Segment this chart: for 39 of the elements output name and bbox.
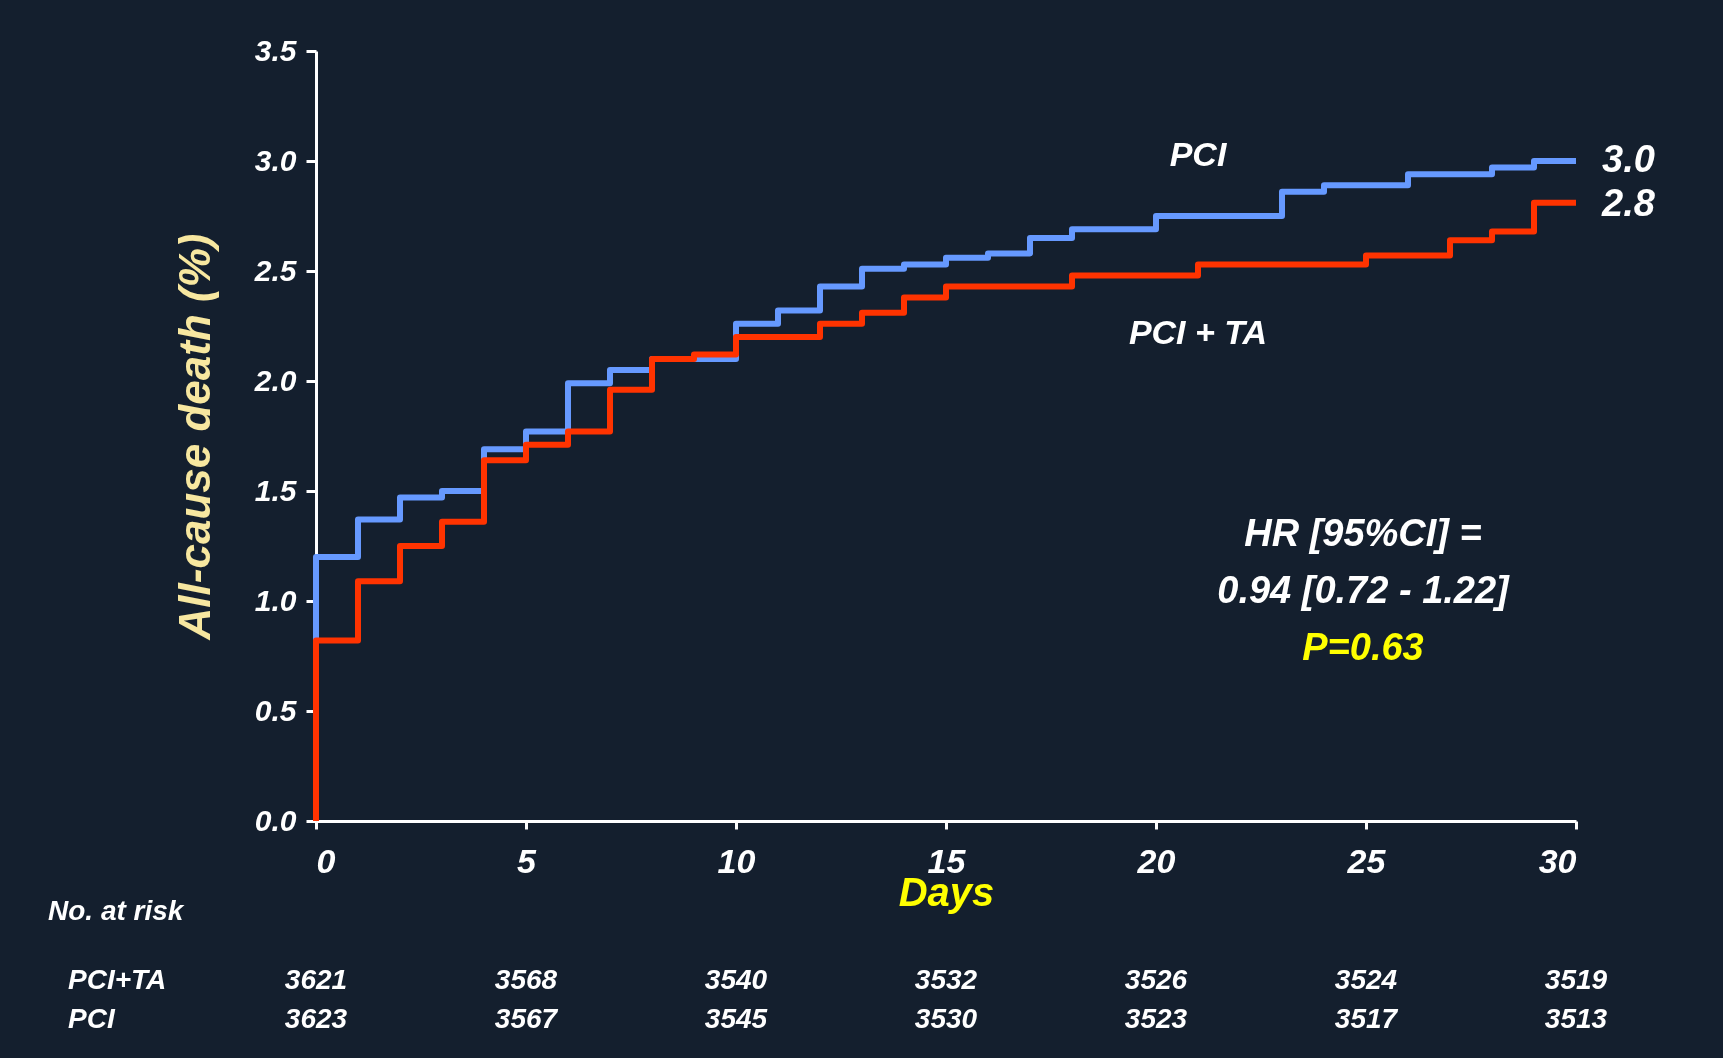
text: 3526: [1124, 964, 1188, 995]
x-tick-label: 30: [1538, 841, 1577, 880]
y-tick-label: 2.0: [253, 363, 297, 397]
y-tick-label: 0.0: [254, 803, 297, 837]
series-label: PCI + TA: [1128, 313, 1268, 352]
x-tick-label: 5: [517, 841, 538, 880]
annotation: 3.0: [1602, 138, 1655, 180]
text: 3532: [914, 964, 978, 995]
y-tick-label: 3.0: [254, 143, 297, 177]
y-tick-label: 3.5: [254, 33, 298, 67]
text: PCI+TA: [68, 964, 167, 995]
y-axis-title: All-cause death (%): [169, 233, 219, 641]
y-tick-label: 1.0: [254, 583, 297, 617]
text: No. at risk: [48, 895, 185, 926]
y-tick-label: 0.5: [254, 693, 298, 727]
text: PCI: [68, 1003, 116, 1034]
text: 3517: [1334, 1003, 1399, 1034]
text: 3524: [1334, 964, 1398, 995]
x-tick-label: 25: [1346, 841, 1387, 880]
x-tick-label: 0: [316, 841, 336, 880]
text: 3623: [284, 1003, 348, 1034]
annotation: P=0.63: [1302, 626, 1424, 668]
text: 3519: [1544, 964, 1608, 995]
y-tick-label: 2.5: [253, 253, 298, 287]
text: 3545: [704, 1003, 768, 1034]
x-tick-label: 10: [717, 841, 756, 880]
text: 3523: [1124, 1003, 1188, 1034]
text: 3568: [494, 964, 558, 995]
annotation: 0.94 [0.72 - 1.22]: [1217, 569, 1511, 611]
annotation: HR [95%CI] =: [1244, 512, 1482, 554]
text: 3530: [914, 1003, 978, 1034]
text: 3540: [704, 964, 768, 995]
text: 3513: [1544, 1003, 1608, 1034]
annotation: 2.8: [1601, 182, 1656, 224]
series-label: PCI: [1169, 135, 1228, 173]
text: 3621: [284, 964, 348, 995]
x-tick-label: 20: [1136, 841, 1176, 880]
text: 3567: [494, 1003, 559, 1034]
y-tick-label: 1.5: [254, 473, 298, 507]
